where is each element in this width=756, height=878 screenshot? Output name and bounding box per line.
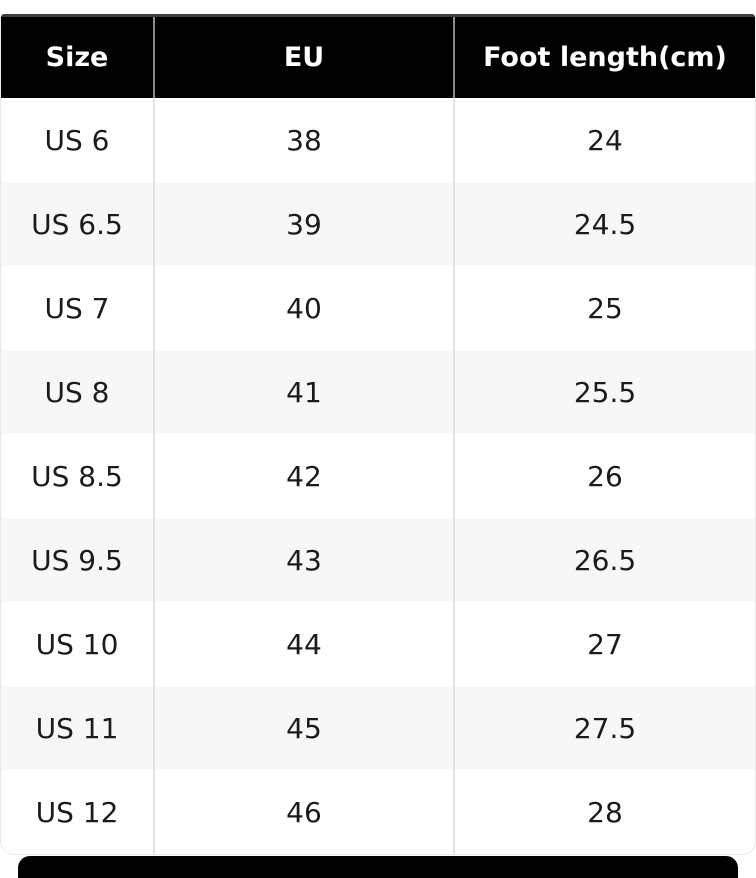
eu-cell: 39: [154, 182, 455, 266]
page-top-spacer: [0, 0, 756, 14]
foot-length-cell: 26: [587, 459, 623, 493]
table-row: US 6.5 39 24.5: [1, 182, 755, 266]
foot-length-cell: 27.5: [573, 711, 637, 745]
size-chart-table: Size EU Foot length(cm) US 6 38 24 US 6.…: [1, 14, 755, 854]
eu-cell: 40: [154, 266, 455, 350]
header-row: Size EU Foot length(cm): [1, 14, 755, 98]
foot-length-cell: 25.5: [573, 375, 637, 409]
size-cell: US 11: [1, 686, 155, 770]
table-row: US 8 41 25.5: [1, 350, 755, 434]
size-cell: US 12: [1, 770, 155, 854]
size-cell: US 7: [1, 266, 155, 350]
table-row: US 12 46 28: [1, 770, 755, 854]
table-row: US 10 44 27: [1, 602, 755, 686]
foot-length-cell: 24.5: [573, 207, 637, 241]
table-row: US 8.5 42 26: [1, 434, 755, 518]
foot-length-cell: 25: [587, 291, 623, 325]
column-header-size: Size: [1, 14, 155, 98]
eu-cell: 46: [154, 770, 455, 854]
column-header-eu: EU: [154, 14, 455, 98]
size-cell: US 6: [1, 98, 155, 182]
eu-cell: 38: [154, 98, 455, 182]
size-cell: US 9.5: [1, 518, 155, 602]
foot-length-cell: 24: [587, 123, 623, 157]
foot-length-cell: 26.5: [573, 543, 637, 577]
table-header: Size EU Foot length(cm): [1, 14, 755, 98]
size-cell: US 8.5: [1, 434, 155, 518]
foot-length-cell: 27: [587, 627, 623, 661]
eu-cell: 42: [154, 434, 455, 518]
eu-cell: 43: [154, 518, 455, 602]
size-chart-container: Size EU Foot length(cm) US 6 38 24 US 6.…: [0, 14, 756, 855]
size-cell: US 8: [1, 350, 155, 434]
table-body: US 6 38 24 US 6.5 39 24.5 US 7 40 25 US …: [1, 98, 755, 854]
eu-cell: 44: [154, 602, 455, 686]
table-row: US 6 38 24: [1, 98, 755, 182]
eu-cell: 45: [154, 686, 455, 770]
column-header-foot-length: Foot length(cm): [454, 14, 755, 98]
table-row: US 9.5 43 26.5: [1, 518, 755, 602]
foot-length-cell: 28: [587, 795, 623, 829]
table-row: US 11 45 27.5: [1, 686, 755, 770]
table-row: US 7 40 25: [1, 266, 755, 350]
eu-cell: 41: [154, 350, 455, 434]
size-cell: US 6.5: [1, 182, 155, 266]
next-table-header-partial: [18, 856, 738, 878]
size-cell: US 10: [1, 602, 155, 686]
